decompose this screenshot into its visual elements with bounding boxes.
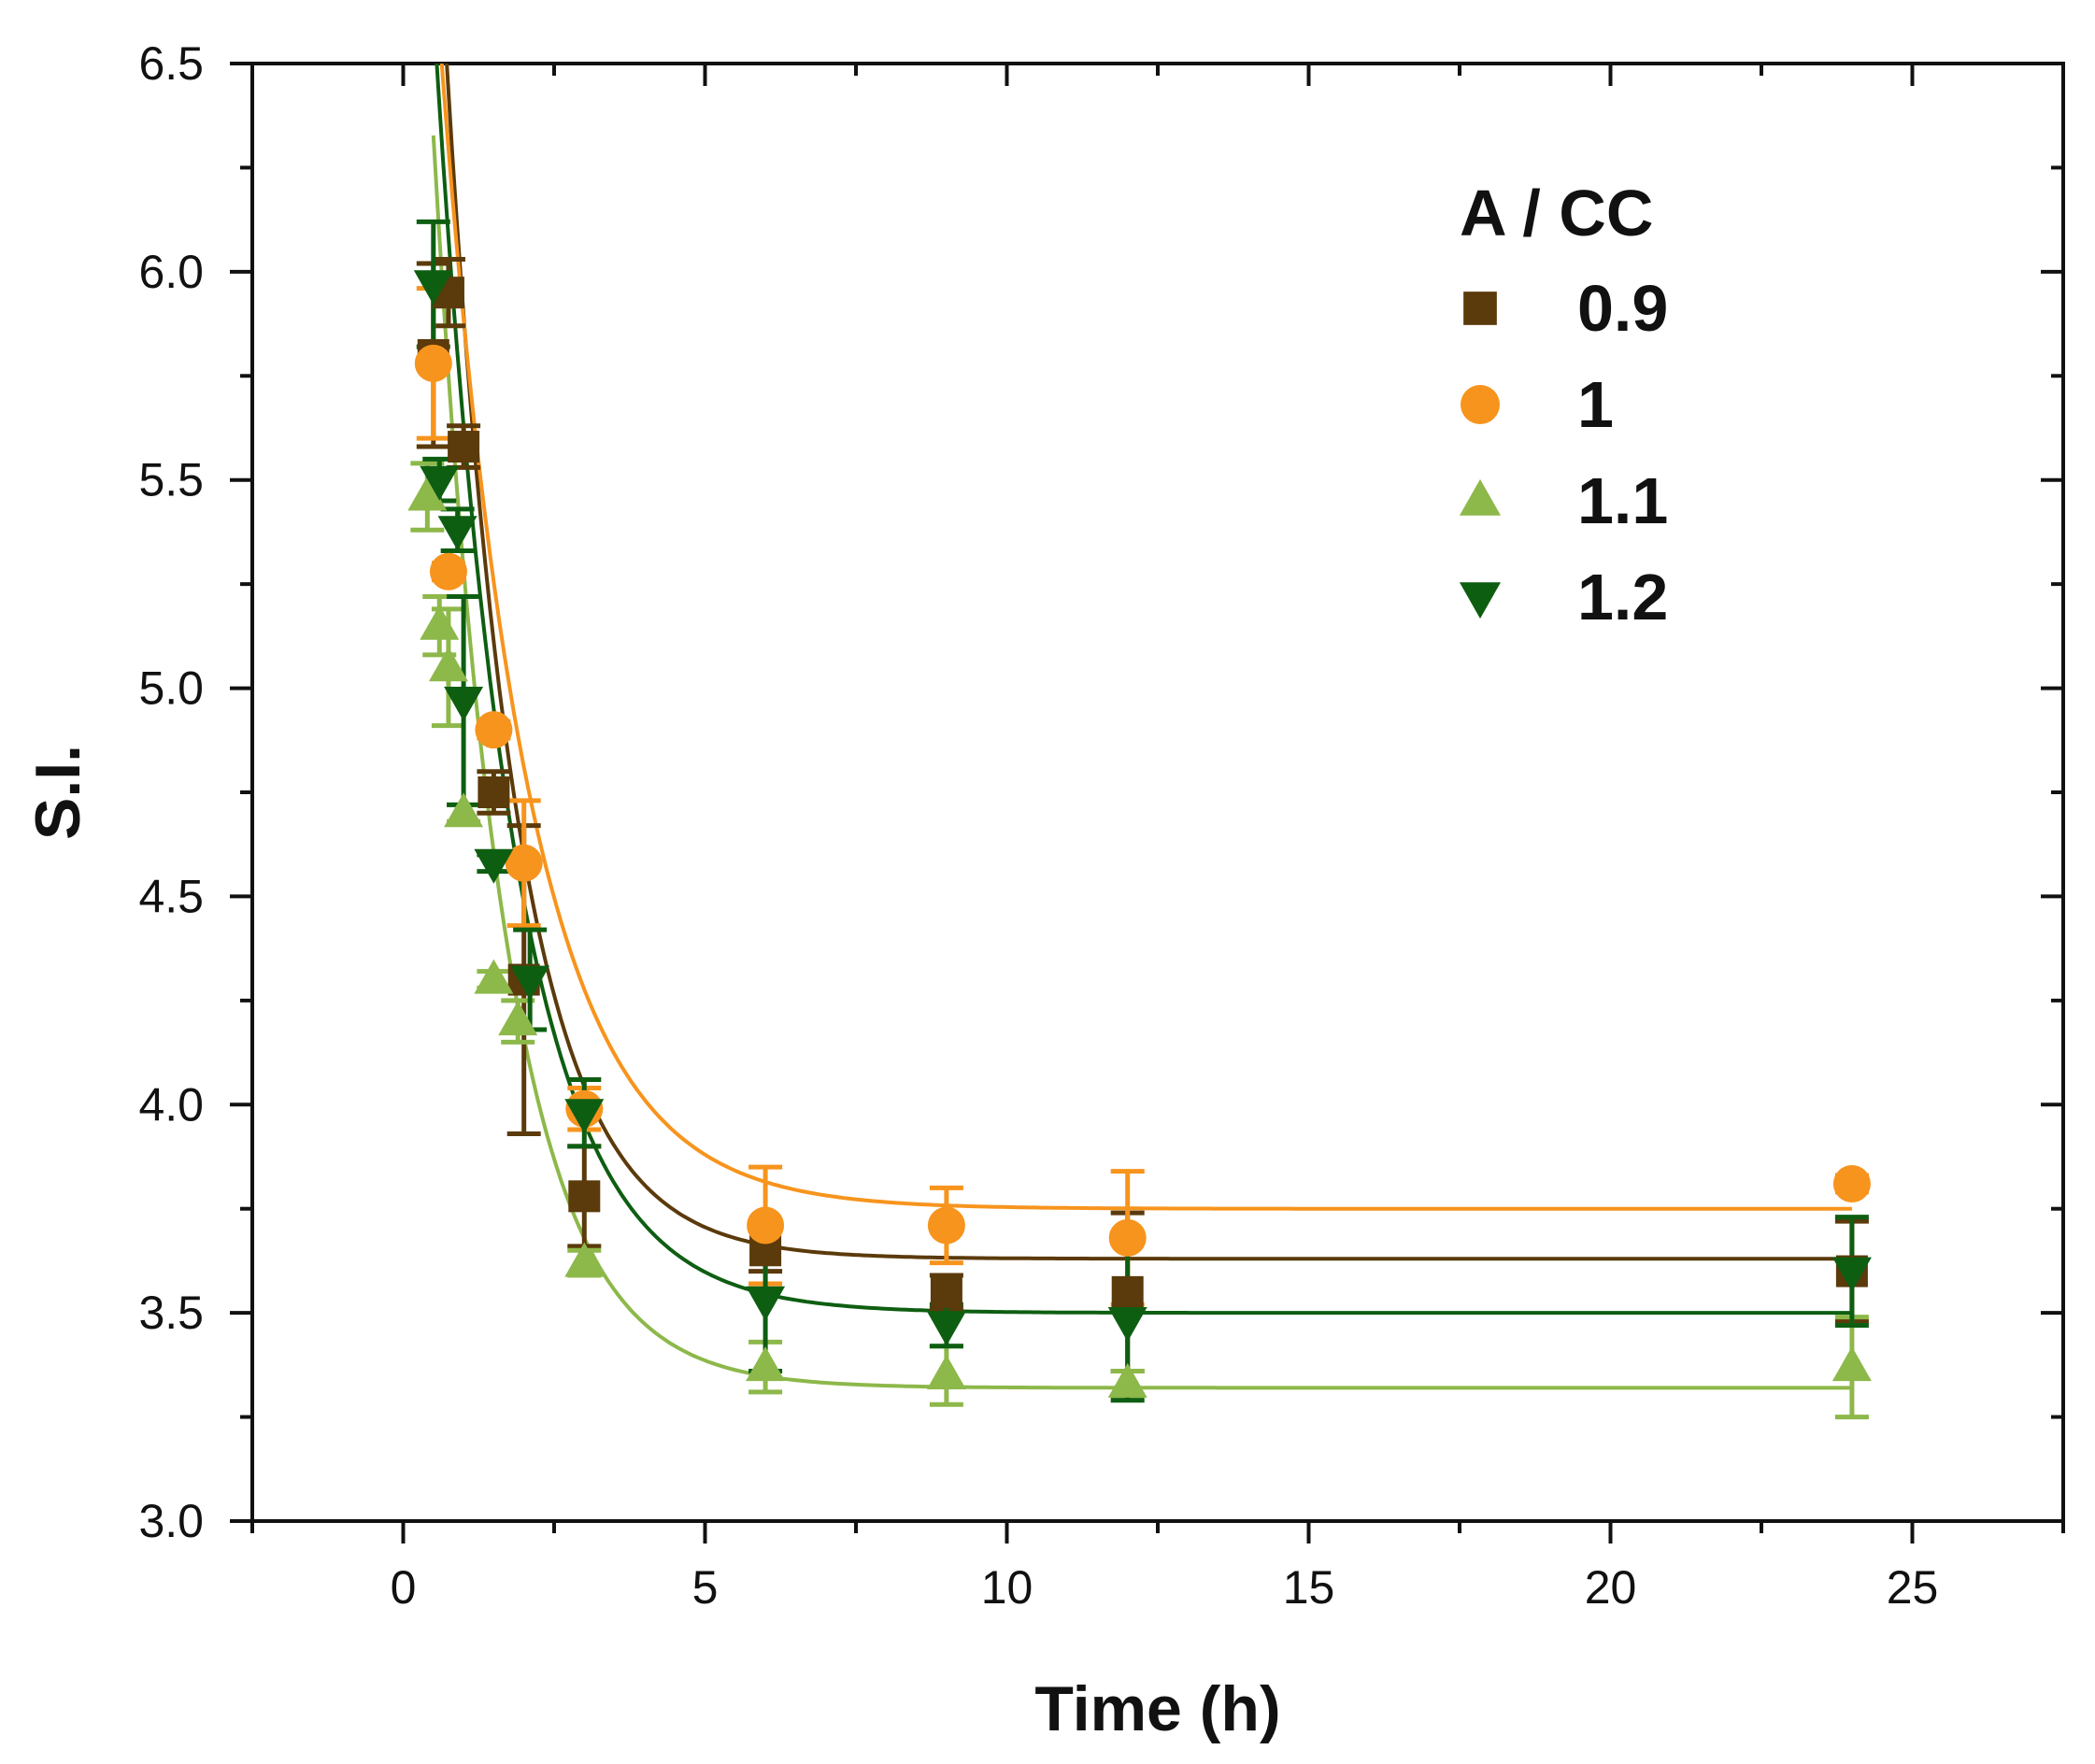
x-axis-title: Time (h) xyxy=(1034,1673,1280,1744)
legend-marker-1.2 xyxy=(1459,582,1502,619)
data-point xyxy=(747,1206,785,1245)
data-point xyxy=(413,270,453,306)
x-tick-label: 20 xyxy=(1585,1561,1637,1614)
data-point xyxy=(564,1242,605,1277)
legend-label: 1 xyxy=(1577,368,1614,441)
data-point xyxy=(746,1286,786,1321)
data-point xyxy=(927,1206,965,1245)
data-point xyxy=(1832,1164,1871,1202)
y-tick-label: 6.0 xyxy=(138,246,204,298)
data-point xyxy=(1831,1346,1872,1382)
y-tick-label: 4.0 xyxy=(138,1078,204,1131)
data-point xyxy=(474,959,514,994)
data-point xyxy=(475,711,513,749)
data-point xyxy=(505,844,543,882)
y-axis-title: S.I. xyxy=(22,745,93,840)
y-tick-label: 5.5 xyxy=(138,454,204,506)
data-point xyxy=(444,686,484,721)
legend: A / CC 0.9 1 1.1 1.2 xyxy=(1459,177,1668,633)
x-tick-label: 15 xyxy=(1283,1561,1335,1614)
data-points xyxy=(407,270,1872,1398)
y-tick-label: 3.0 xyxy=(138,1495,204,1547)
legend-marker-1.1 xyxy=(1459,478,1502,516)
data-point xyxy=(930,1275,962,1308)
data-point xyxy=(926,1311,966,1346)
y-tick-label: 3.5 xyxy=(138,1287,204,1339)
tick-labels: 0 5 10 15 20 25 3.0 3.5 4.0 4.5 5.0 5.5 6.0 6.5 xyxy=(138,37,1938,1614)
legend-title: A / CC xyxy=(1460,177,1653,249)
x-tick-label: 5 xyxy=(692,1561,719,1614)
legend-label: 0.9 xyxy=(1577,272,1668,345)
y-tick-label: 6.5 xyxy=(138,37,204,90)
x-tick-label: 25 xyxy=(1887,1561,1939,1614)
fit-curve-0.9 xyxy=(445,64,1852,1261)
data-point xyxy=(407,476,448,511)
legend-marker-0.9 xyxy=(1463,292,1497,325)
data-point xyxy=(564,1099,605,1134)
data-point xyxy=(448,431,480,463)
data-point xyxy=(429,552,467,590)
plot-frame xyxy=(250,62,2065,1523)
y-tick-label: 4.5 xyxy=(138,870,204,922)
fit-curve-1.1 xyxy=(431,135,1852,1390)
legend-marker-1 xyxy=(1461,385,1500,424)
data-point xyxy=(420,465,460,501)
data-point xyxy=(477,776,510,808)
data-point xyxy=(498,1001,538,1036)
legend-label: 1.1 xyxy=(1577,464,1668,537)
data-point xyxy=(1831,1257,1872,1292)
data-point xyxy=(474,848,514,884)
data-point xyxy=(510,965,550,1001)
legend-label: 1.2 xyxy=(1577,561,1668,633)
data-point xyxy=(1107,1362,1147,1398)
data-point xyxy=(437,516,477,551)
data-point xyxy=(1111,1275,1144,1308)
data-point xyxy=(568,1180,601,1213)
data-point xyxy=(746,1346,786,1382)
x-tick-label: 10 xyxy=(981,1561,1033,1614)
axis-ticks xyxy=(230,62,2065,1544)
data-point xyxy=(414,344,452,382)
data-point xyxy=(1108,1218,1147,1257)
data-point xyxy=(428,647,468,682)
data-point xyxy=(926,1355,966,1389)
data-point xyxy=(420,605,460,640)
data-point xyxy=(444,792,484,828)
data-point xyxy=(1107,1307,1147,1343)
fit-curve-1 xyxy=(439,64,1852,1211)
x-tick-label: 0 xyxy=(391,1561,417,1614)
y-tick-label: 5.0 xyxy=(138,662,204,715)
